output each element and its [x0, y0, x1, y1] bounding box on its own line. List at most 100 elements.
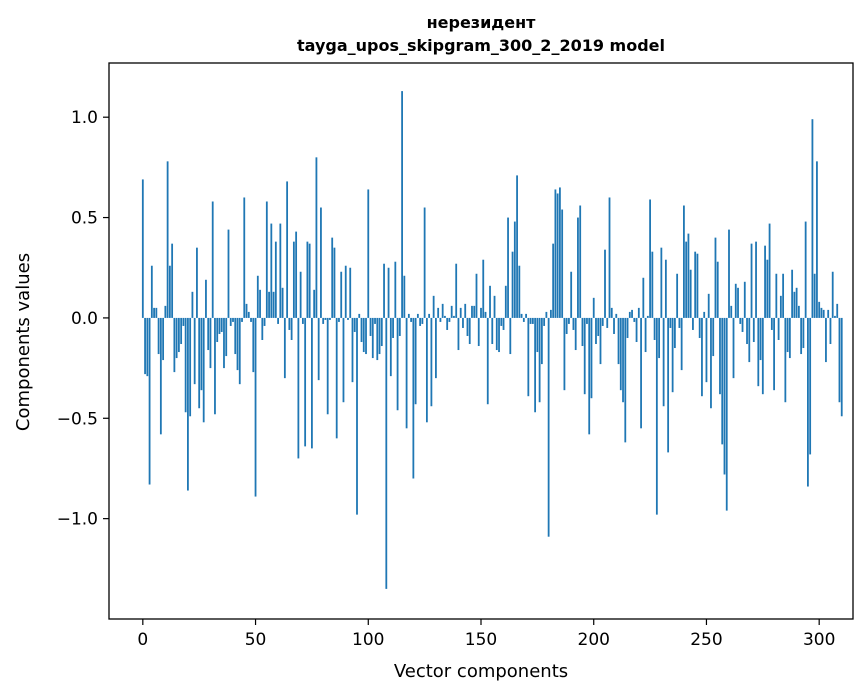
- bar: [793, 291, 796, 318]
- bar: [635, 317, 638, 343]
- y-tick-label: −0.5: [57, 409, 98, 429]
- bar: [168, 265, 171, 318]
- bar: [324, 317, 327, 320]
- bar: [281, 287, 284, 318]
- bar: [624, 317, 627, 443]
- bar: [568, 317, 570, 324]
- bar: [141, 179, 144, 318]
- bar: [261, 317, 264, 340]
- bar: [144, 317, 146, 375]
- bar: [831, 271, 834, 318]
- bar: [301, 317, 304, 324]
- bar: [229, 317, 232, 326]
- y-axis-label: Components values: [13, 253, 34, 431]
- bar: [466, 317, 469, 336]
- bar: [784, 317, 787, 403]
- bar: [369, 317, 372, 336]
- bar: [166, 161, 169, 318]
- bar: [590, 317, 593, 399]
- bar: [299, 271, 302, 318]
- bar: [256, 275, 259, 318]
- bar: [220, 317, 223, 332]
- bar: [184, 317, 187, 413]
- bar: [628, 311, 631, 318]
- bar: [374, 317, 376, 324]
- bar: [216, 317, 219, 343]
- bar: [441, 303, 444, 318]
- bar: [563, 317, 566, 391]
- bar: [254, 317, 257, 497]
- bar: [153, 307, 155, 318]
- bar: [507, 217, 509, 318]
- bar: [572, 317, 575, 330]
- bar: [622, 317, 624, 403]
- bar: [171, 243, 174, 318]
- bar: [646, 315, 649, 318]
- bar: [335, 317, 338, 439]
- bar: [581, 317, 584, 347]
- bar: [554, 189, 557, 318]
- bar: [486, 317, 489, 405]
- bar: [723, 317, 726, 475]
- bar: [218, 317, 221, 334]
- bar: [268, 291, 270, 318]
- bar: [619, 317, 622, 391]
- bar: [545, 311, 548, 318]
- bar: [430, 317, 433, 407]
- bar: [439, 317, 442, 322]
- bar: [356, 317, 358, 515]
- bar: [331, 237, 334, 318]
- bar: [471, 305, 473, 318]
- bar: [761, 317, 764, 395]
- bar: [712, 317, 715, 357]
- bar: [599, 317, 602, 365]
- bar: [689, 269, 692, 318]
- bar: [662, 317, 665, 407]
- bar: [759, 317, 762, 361]
- bar: [272, 291, 275, 318]
- bar: [200, 317, 203, 391]
- bar: [403, 275, 406, 318]
- bar: [376, 317, 379, 361]
- bar: [175, 317, 178, 359]
- bar: [180, 317, 183, 345]
- bar: [595, 317, 597, 345]
- bar: [468, 317, 471, 345]
- bar: [608, 197, 611, 318]
- bar: [687, 233, 690, 318]
- bar: [232, 317, 234, 322]
- bar: [396, 317, 399, 411]
- bar: [191, 291, 194, 318]
- bar: [209, 317, 212, 369]
- bar: [493, 295, 496, 318]
- bar: [667, 317, 670, 453]
- bar: [279, 223, 282, 318]
- bar: [721, 317, 724, 445]
- bar: [453, 315, 455, 318]
- bar: [344, 265, 347, 318]
- bar: [561, 209, 564, 318]
- bar: [800, 317, 803, 355]
- x-tick-label: 100: [352, 630, 384, 650]
- bar: [448, 317, 451, 322]
- bar: [592, 297, 595, 318]
- bar: [779, 295, 782, 318]
- bar: [802, 317, 805, 349]
- bar: [671, 317, 674, 393]
- bar: [317, 317, 320, 381]
- bar: [676, 273, 679, 318]
- bar: [159, 317, 162, 435]
- bar: [795, 287, 798, 318]
- bar: [410, 317, 413, 322]
- bar: [304, 317, 307, 447]
- bar: [653, 317, 656, 340]
- bar: [775, 273, 778, 318]
- bar: [315, 157, 318, 318]
- bar: [477, 317, 480, 347]
- bar: [360, 317, 363, 343]
- bar: [464, 303, 467, 318]
- bar: [349, 267, 352, 318]
- bar: [788, 317, 791, 359]
- bar: [326, 317, 329, 415]
- chart-title: нерезидент: [427, 13, 537, 32]
